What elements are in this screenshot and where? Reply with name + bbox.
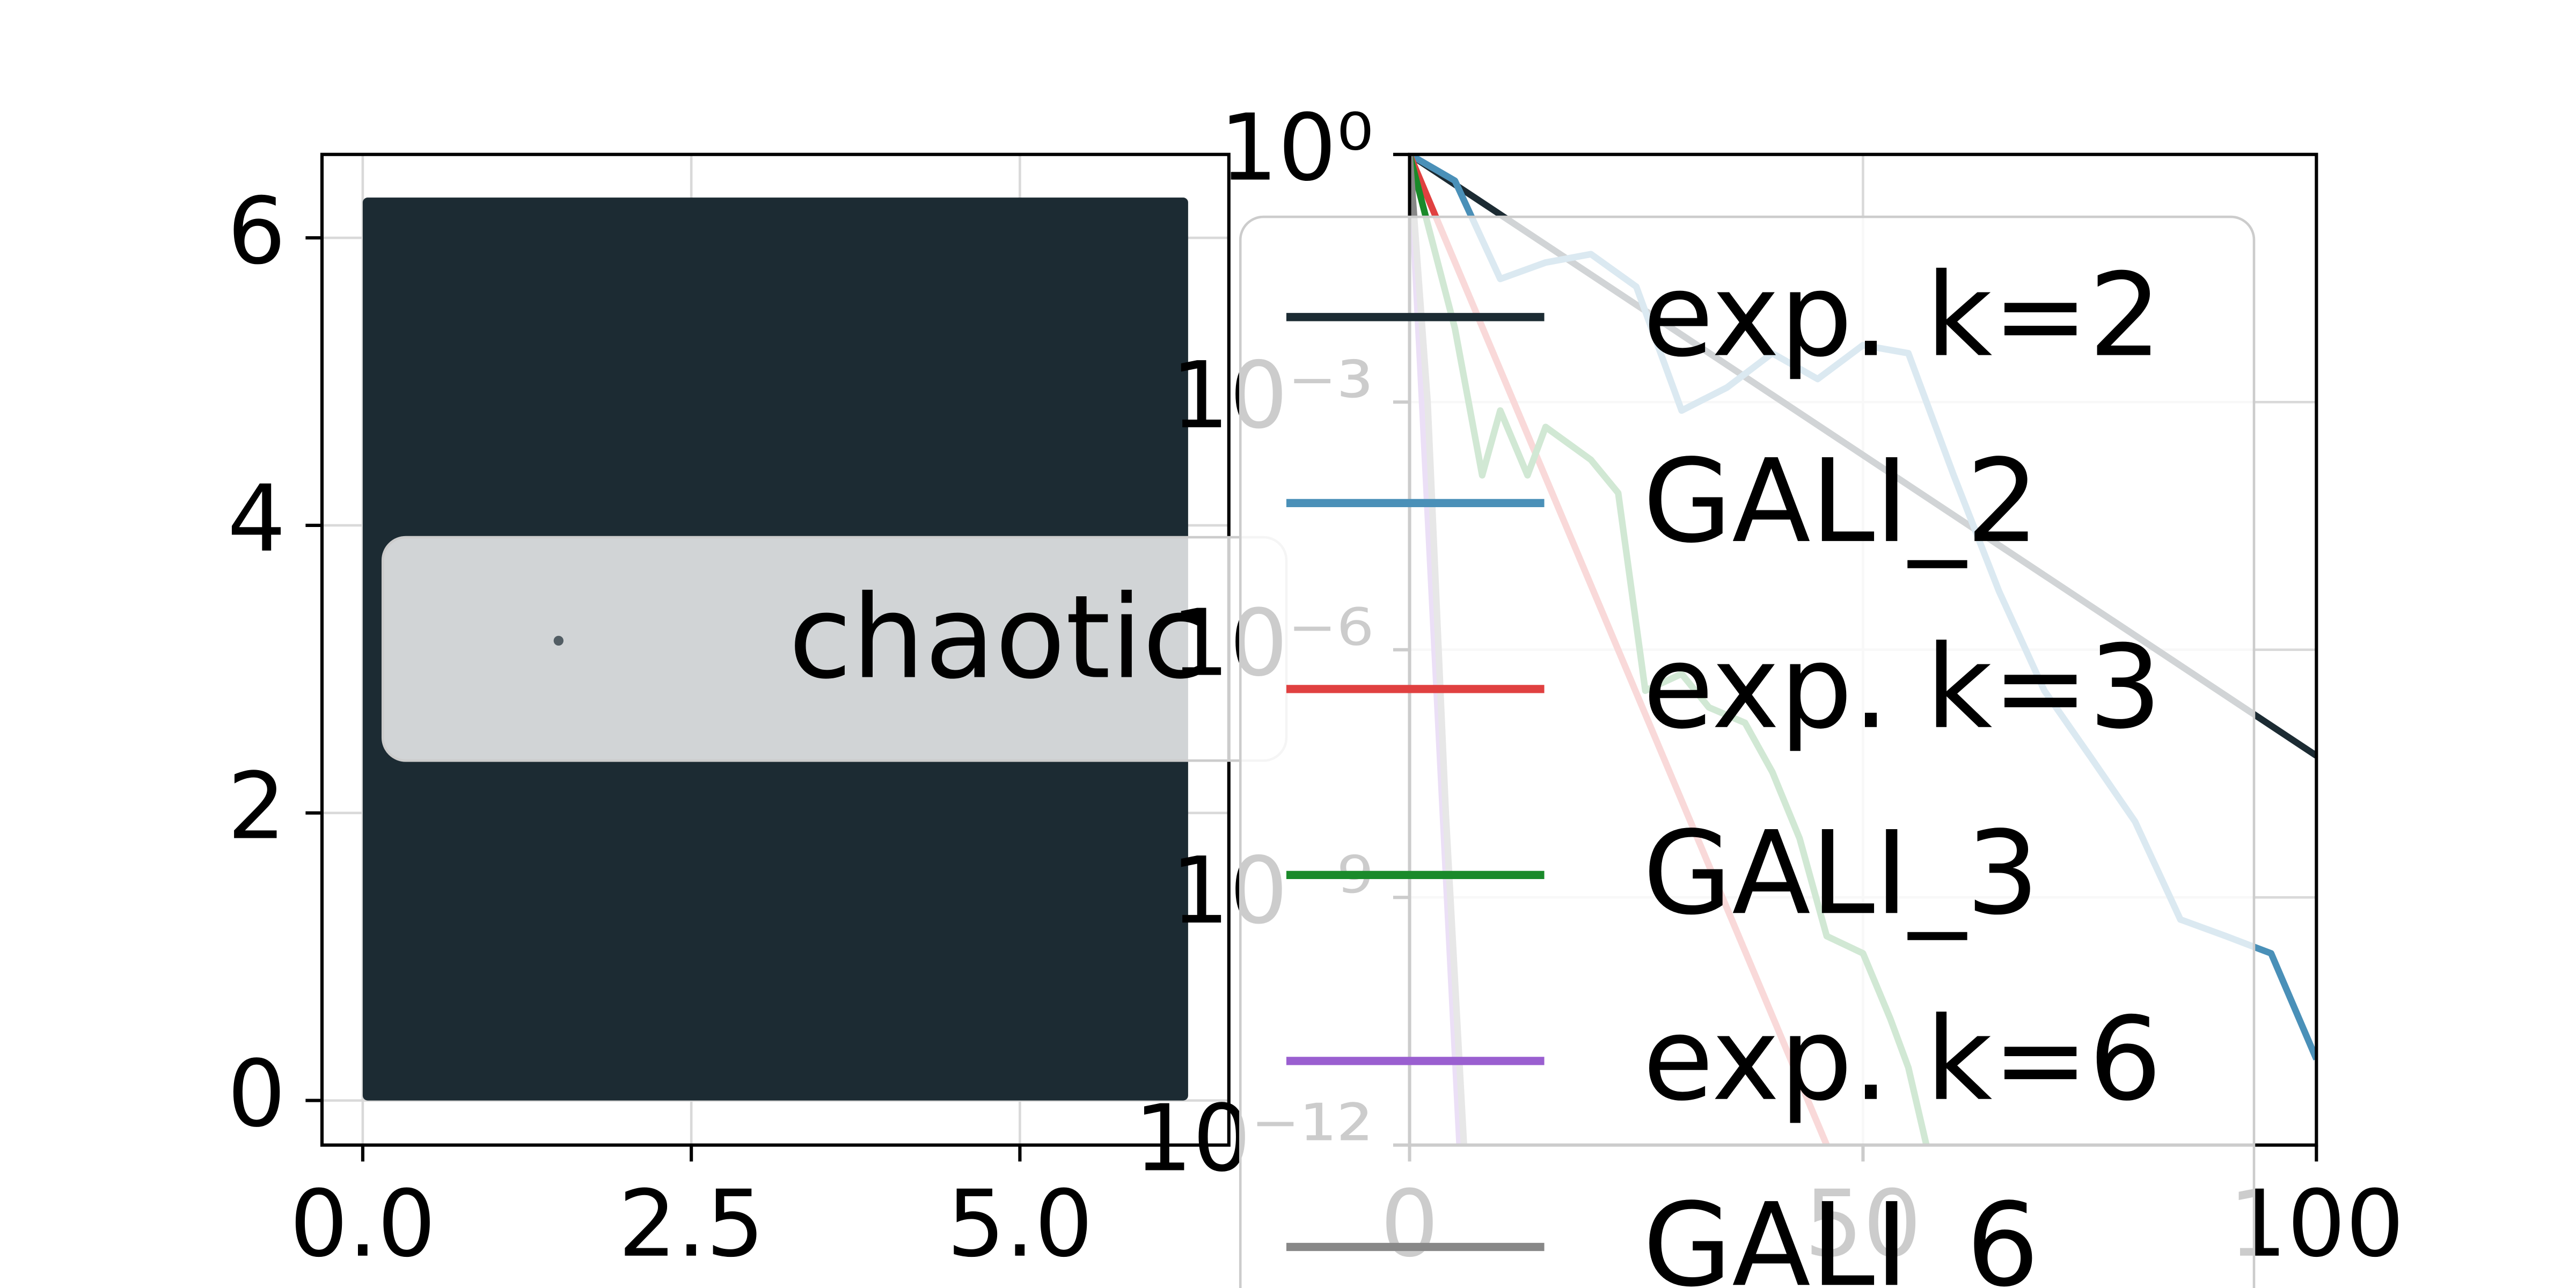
y-tick-label: 10⁰ [1219, 95, 1373, 202]
x-tick-label: 100 [2229, 1171, 2404, 1278]
legend-label: chaotic [788, 570, 1205, 705]
legend-marker [553, 635, 564, 646]
legend-box [1239, 215, 2256, 1288]
y-tick-label: 2 [228, 753, 286, 860]
legend-label: exp. k=3 [1643, 620, 2162, 755]
legend: chaotic [381, 536, 1288, 762]
legend-label: exp. k=2 [1643, 248, 2162, 383]
x-tick-label: 2.5 [618, 1171, 765, 1278]
y-tick-label: 4 [228, 466, 286, 573]
y-tick-label: 6 [228, 178, 286, 285]
y-tick-label: 0 [228, 1041, 286, 1147]
legend: exp. k=2 GALI_2 exp. k=3 GALI_3 exp. k=6 GALI… [1239, 215, 2256, 1288]
x-tick-label: 5.0 [947, 1171, 1093, 1278]
legend-label: exp. k=6 [1643, 992, 2162, 1126]
legend-label: GALI_6 [1643, 1178, 2039, 1288]
legend-label: GALI_2 [1643, 434, 2039, 568]
legend-label: GALI_3 [1643, 806, 2039, 940]
x-tick-label: 0.0 [290, 1171, 436, 1278]
